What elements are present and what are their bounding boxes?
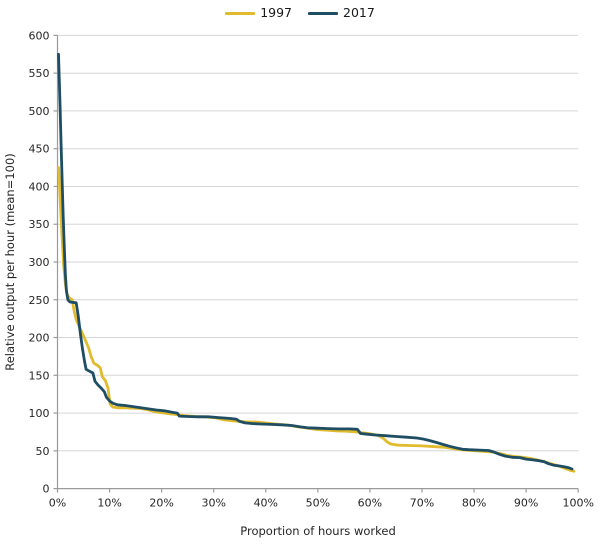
x-tick-label: 20% [149, 497, 173, 510]
x-tick-label: 90% [514, 497, 538, 510]
y-tick-label: 500 [29, 105, 50, 118]
legend-label: 2017 [343, 5, 375, 20]
y-tick-label: 350 [29, 218, 50, 231]
series-line-1997 [57, 166, 576, 473]
y-tick-label: 300 [29, 256, 50, 269]
x-tick-label: 60% [358, 497, 382, 510]
x-tick-label: 100% [562, 497, 593, 510]
y-tick-label: 550 [29, 67, 50, 80]
series-line-2017 [57, 52, 574, 471]
legend: 1997 2017 [0, 5, 600, 20]
x-tick-label: 70% [410, 497, 434, 510]
y-tick-label: 0 [43, 483, 50, 496]
legend-swatch-2017 [308, 11, 338, 15]
legend-label: 1997 [260, 5, 292, 20]
x-tick-label: 0% [49, 497, 66, 510]
y-tick-label: 100 [29, 407, 50, 420]
x-axis-title: Proportion of hours worked [240, 524, 396, 538]
y-tick-label: 50 [36, 445, 50, 458]
y-tick-label: 400 [29, 181, 50, 194]
legend-swatch-1997 [225, 11, 256, 15]
y-tick-label: 450 [29, 143, 50, 156]
x-tick-label: 40% [254, 497, 278, 510]
x-tick-label: 50% [306, 497, 330, 510]
x-tick-label: 10% [97, 497, 121, 510]
x-tick-label: 80% [462, 497, 486, 510]
y-tick-label: 600 [29, 29, 50, 42]
legend-item-2017: 2017 [308, 5, 375, 20]
y-tick-label: 150 [29, 369, 50, 382]
legend-item-1997: 1997 [225, 5, 292, 20]
x-tick-label: 30% [201, 497, 225, 510]
y-tick-label: 250 [29, 294, 50, 307]
y-axis-title: Relative output per hour (mean=100) [3, 153, 17, 371]
y-tick-label: 200 [29, 332, 50, 345]
